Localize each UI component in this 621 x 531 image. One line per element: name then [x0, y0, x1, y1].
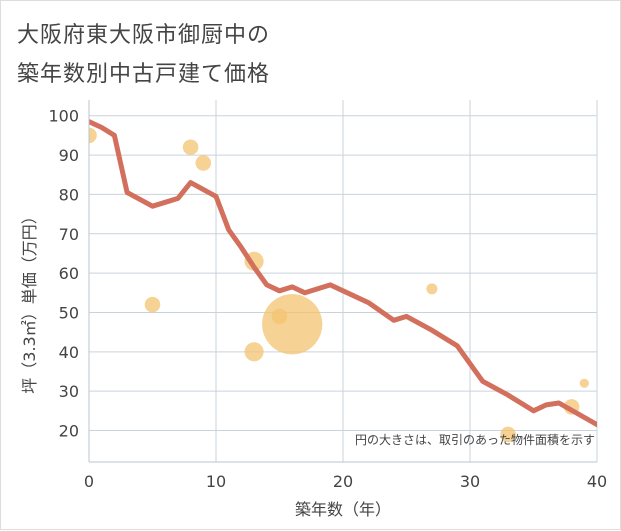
y-tick-label: 50 — [59, 303, 79, 322]
y-tick-label: 80 — [59, 185, 79, 204]
bubble-point — [579, 378, 589, 388]
bubble-point — [262, 294, 323, 355]
y-tick-label: 90 — [59, 146, 79, 165]
x-tick-label: 10 — [206, 472, 226, 491]
x-tick-label: 20 — [333, 472, 353, 491]
bubble-point — [144, 296, 161, 313]
x-axis-title: 築年数（年） — [295, 500, 391, 519]
x-tick-label: 40 — [587, 472, 607, 491]
chart-title-line-2: 築年数別中古戸建て価格 — [17, 62, 271, 87]
y-tick-label: 70 — [59, 225, 79, 244]
average-price-line — [89, 119, 597, 428]
y-tick-label: 60 — [59, 264, 79, 283]
bubble-point — [195, 155, 212, 171]
chart-title-line-1: 大阪府東大阪市御厨中の — [17, 23, 271, 48]
x-tick-label: 30 — [460, 472, 480, 491]
bubble-point — [89, 127, 97, 144]
y-axis-title: 坪（3.3㎡）単価（万円） — [20, 208, 39, 393]
grid-layer — [88, 100, 598, 462]
axis-layer: 20 30 40 50 60 70 80 90 100 0 10 20 30 40 — [48, 100, 607, 491]
bubble-point — [244, 342, 264, 362]
bubble-point — [182, 139, 199, 155]
line-layer — [89, 119, 597, 428]
bubble-size-note: 円の大きさは、取引のあった物件面積を示す — [355, 432, 595, 447]
x-tick-label: 0 — [84, 472, 94, 491]
y-tick-label: 100 — [48, 107, 79, 126]
bubble-point — [426, 283, 438, 295]
bubble-point — [500, 426, 516, 443]
y-tick-label: 20 — [59, 422, 79, 441]
y-tick-label: 40 — [59, 343, 79, 362]
y-tick-label: 30 — [59, 382, 79, 401]
